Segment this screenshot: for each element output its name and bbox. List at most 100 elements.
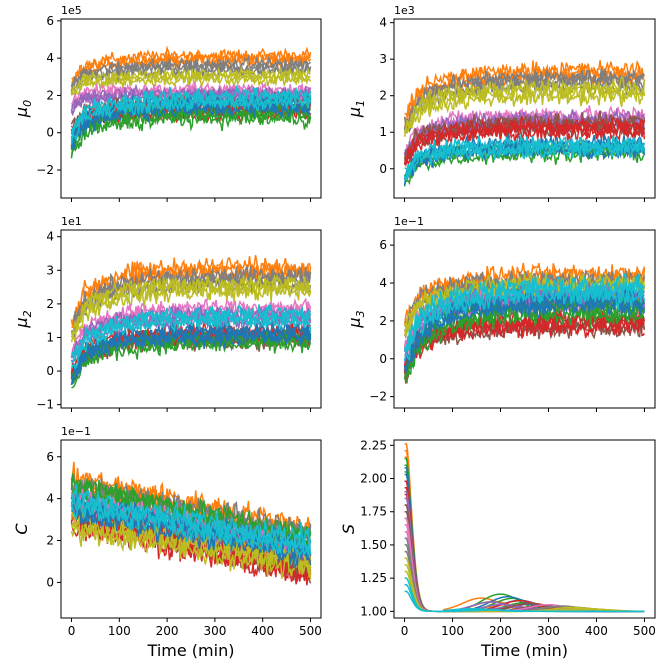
y-tick-label: 2 (379, 314, 387, 328)
axis-multiplier: 1e−1 (394, 215, 424, 228)
x-tick-label: 100 (108, 624, 131, 638)
series-line-1-2 (70, 54, 312, 89)
y-tick-label: 0 (46, 126, 54, 140)
series-line-1-2 (403, 68, 645, 126)
series-line-2-2 (403, 75, 646, 134)
series-line-7-0 (70, 521, 312, 579)
series-line-0-2 (404, 456, 645, 613)
series-line-9-2 (403, 272, 645, 353)
series-line-9-2 (70, 304, 312, 359)
y-tick-label: 2.25 (360, 438, 387, 452)
series-line-1-1 (404, 464, 645, 613)
series-line-9-0 (404, 577, 645, 613)
y-tick-label: 4 (379, 16, 387, 30)
series-line-7-0 (403, 304, 646, 385)
series-group (70, 45, 312, 159)
axis-multiplier: 1e3 (394, 4, 415, 17)
series-line-6-2 (403, 116, 646, 165)
y-axis-label: S (339, 524, 358, 534)
y-tick-label: 2 (46, 88, 54, 102)
series-line-8-2 (404, 570, 645, 613)
y-tick-label: 2 (46, 297, 54, 311)
y-axis-label: μ1 (345, 100, 367, 118)
series-line-3-2 (404, 493, 645, 613)
axes-frame (60, 229, 322, 409)
x-tick-label: 100 (441, 624, 464, 638)
x-tick-label: 400 (251, 624, 274, 638)
series-line-0-0 (404, 443, 645, 613)
y-tick-label: 2.00 (360, 472, 387, 486)
y-tick-label: 0 (46, 575, 54, 589)
series-line-7-0 (70, 106, 312, 158)
series-line-3-0 (404, 480, 645, 613)
panel-mu1: 0 1 2 3 4 1e3 μ1 (345, 4, 656, 202)
series-line-2-1 (404, 473, 645, 613)
series-line-6-0 (404, 517, 645, 613)
y-tick-label: −2 (36, 163, 54, 177)
y-tick-label: 0 (46, 364, 54, 378)
y-tick-label: 1.50 (360, 538, 387, 552)
series-line-9-2 (70, 85, 312, 135)
y-tick-label: 2 (46, 534, 54, 548)
y-axis-label: μ0 (12, 100, 34, 118)
panel-mu0: −2 0 2 4 6 1e5 μ0 (12, 4, 322, 202)
y-tick-label: 4 (46, 492, 54, 506)
series-line-3-1 (404, 487, 645, 613)
series-group (70, 255, 312, 389)
y-tick-label: 4 (379, 276, 387, 290)
series-line-2-1 (403, 80, 646, 134)
series-line-9-2 (71, 484, 312, 550)
series-line-9-0 (70, 94, 312, 145)
series-line-2-2 (404, 480, 645, 613)
x-tick-label: 500 (299, 624, 322, 638)
x-tick-label: 300 (203, 624, 226, 638)
x-tick-label: 0 (401, 624, 409, 638)
axes-frame (393, 229, 656, 409)
series-group (403, 60, 646, 187)
panel-mu3: −2 0 2 4 6 1e−1 μ3 (345, 215, 656, 412)
series-line-1-2 (70, 264, 312, 336)
series-line-0-1 (404, 449, 645, 613)
y-tick-label: 1 (379, 125, 387, 139)
series-line-5-0 (404, 504, 645, 613)
series-line-3-2 (70, 81, 312, 105)
series-line-6-0 (404, 123, 646, 166)
series-line-2-2 (70, 473, 312, 542)
y-tick-label: 1.25 (360, 571, 387, 585)
y-tick-label: 0 (379, 352, 387, 366)
series-line-1-0 (404, 457, 645, 613)
x-tick-label: 400 (585, 624, 608, 638)
series-line-4-2 (404, 504, 645, 613)
axes-frame (393, 439, 656, 619)
series-line-7-1 (70, 514, 312, 580)
x-tick-label: 0 (68, 624, 76, 638)
series-line-1-0 (70, 62, 312, 95)
series-line-6-1 (404, 524, 645, 613)
series-line-0-2 (71, 45, 312, 80)
y-axis-label: C (12, 523, 31, 535)
y-tick-label: −1 (36, 398, 54, 412)
x-axis-label: Time (min) (480, 641, 568, 660)
series-line-9-2 (404, 590, 645, 613)
series-line-9-2 (404, 133, 645, 170)
series-line-1-2 (404, 471, 645, 613)
y-tick-label: 1 (46, 330, 54, 344)
series-line-4-0 (404, 491, 645, 613)
series-line-2-2 (71, 274, 312, 337)
series-group (403, 262, 646, 385)
series-line-0-2 (70, 255, 312, 325)
x-axis-label: Time (min) (147, 641, 235, 660)
y-tick-label: 6 (46, 450, 54, 464)
axes-frame (60, 439, 322, 619)
y-tick-label: 4 (46, 230, 54, 244)
y-axis-label: μ3 (345, 310, 367, 328)
series-line-2-0 (404, 467, 645, 613)
y-tick-label: 1.00 (360, 604, 387, 618)
y-tick-label: −2 (369, 390, 387, 404)
y-tick-label: 6 (379, 238, 387, 252)
series-line-8-1 (403, 291, 646, 374)
series-group (70, 461, 312, 586)
series-line-5-1 (404, 510, 645, 613)
y-tick-label: 6 (46, 14, 54, 28)
